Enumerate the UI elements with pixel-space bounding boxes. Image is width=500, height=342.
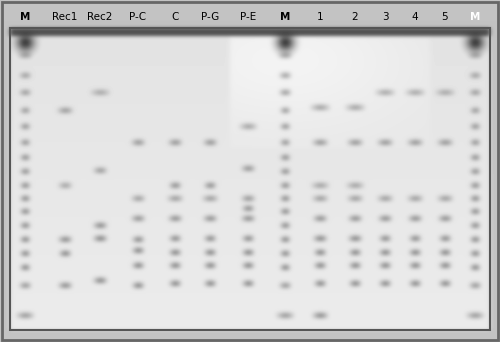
Text: M: M (470, 12, 480, 22)
Text: P-E: P-E (240, 12, 256, 22)
Text: 1: 1 (316, 12, 324, 22)
Text: 4: 4 (412, 12, 418, 22)
Text: M: M (280, 12, 290, 22)
Text: 2: 2 (352, 12, 358, 22)
Text: C: C (172, 12, 178, 22)
Text: 3: 3 (382, 12, 388, 22)
Text: P-G: P-G (201, 12, 219, 22)
Text: P-C: P-C (130, 12, 146, 22)
Text: M: M (20, 12, 30, 22)
Text: Rec2: Rec2 (88, 12, 112, 22)
Text: 5: 5 (442, 12, 448, 22)
Text: Rec1: Rec1 (52, 12, 78, 22)
Bar (10, 28, 490, 330)
